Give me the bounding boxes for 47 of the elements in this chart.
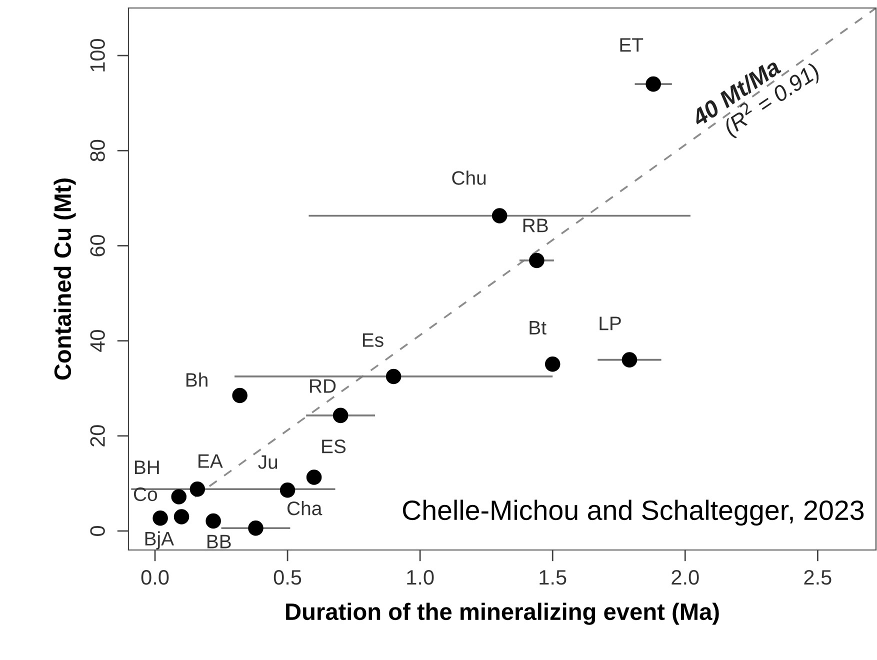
x-tick-label: 2.0	[672, 570, 699, 585]
point	[646, 76, 661, 92]
point	[280, 482, 296, 498]
annotation: Cha	[288, 501, 322, 516]
point	[190, 482, 206, 497]
x-axis-title: Duration of the mineralizing event (Ma)	[286, 602, 719, 625]
annotation: BB	[208, 534, 231, 548]
annotation: LP	[600, 316, 621, 330]
y-tick-label: 40	[90, 330, 105, 352]
point	[248, 520, 264, 536]
annotation: ES	[322, 440, 346, 454]
point	[152, 510, 168, 526]
point	[206, 513, 221, 529]
y-tick-label: 60	[90, 234, 105, 256]
point	[174, 509, 190, 524]
y-axis-title: Contained Cu (Mt)	[54, 178, 76, 380]
point	[306, 470, 322, 485]
annotation: BH	[135, 460, 159, 474]
y-tick-label: 20	[90, 425, 105, 446]
y-tick-label: 80	[90, 140, 105, 162]
point	[544, 356, 560, 372]
point	[171, 489, 187, 504]
annotation: ET	[620, 38, 644, 52]
x-tick-label: 1.5	[540, 570, 566, 585]
point	[492, 208, 508, 224]
annotation: BjA	[145, 531, 174, 550]
x-tick-label: 0.0	[141, 570, 169, 585]
point	[232, 388, 248, 404]
annotation: Bt	[530, 321, 546, 335]
annotation: Bh	[186, 372, 208, 387]
point	[332, 408, 348, 424]
x-tick-label: 1.0	[407, 570, 434, 585]
point	[529, 252, 544, 268]
annotation: Chelle-Michou and Schaltegger, 2023	[402, 500, 864, 526]
y-tick-label: 100	[90, 38, 105, 72]
annotation: RD	[310, 379, 336, 393]
x-tick-label: 0.5	[274, 570, 302, 585]
point	[386, 368, 402, 384]
point	[622, 352, 638, 368]
annotation: Es	[362, 333, 384, 347]
annotation: Co	[134, 487, 158, 502]
annotation: RB	[523, 218, 548, 232]
annotation: Chu	[452, 170, 486, 185]
annotation: EA	[198, 454, 223, 468]
x-tick-label: 2.5	[804, 570, 832, 585]
annotation: Ju	[258, 455, 278, 469]
y-tick-label: 0	[90, 526, 105, 536]
